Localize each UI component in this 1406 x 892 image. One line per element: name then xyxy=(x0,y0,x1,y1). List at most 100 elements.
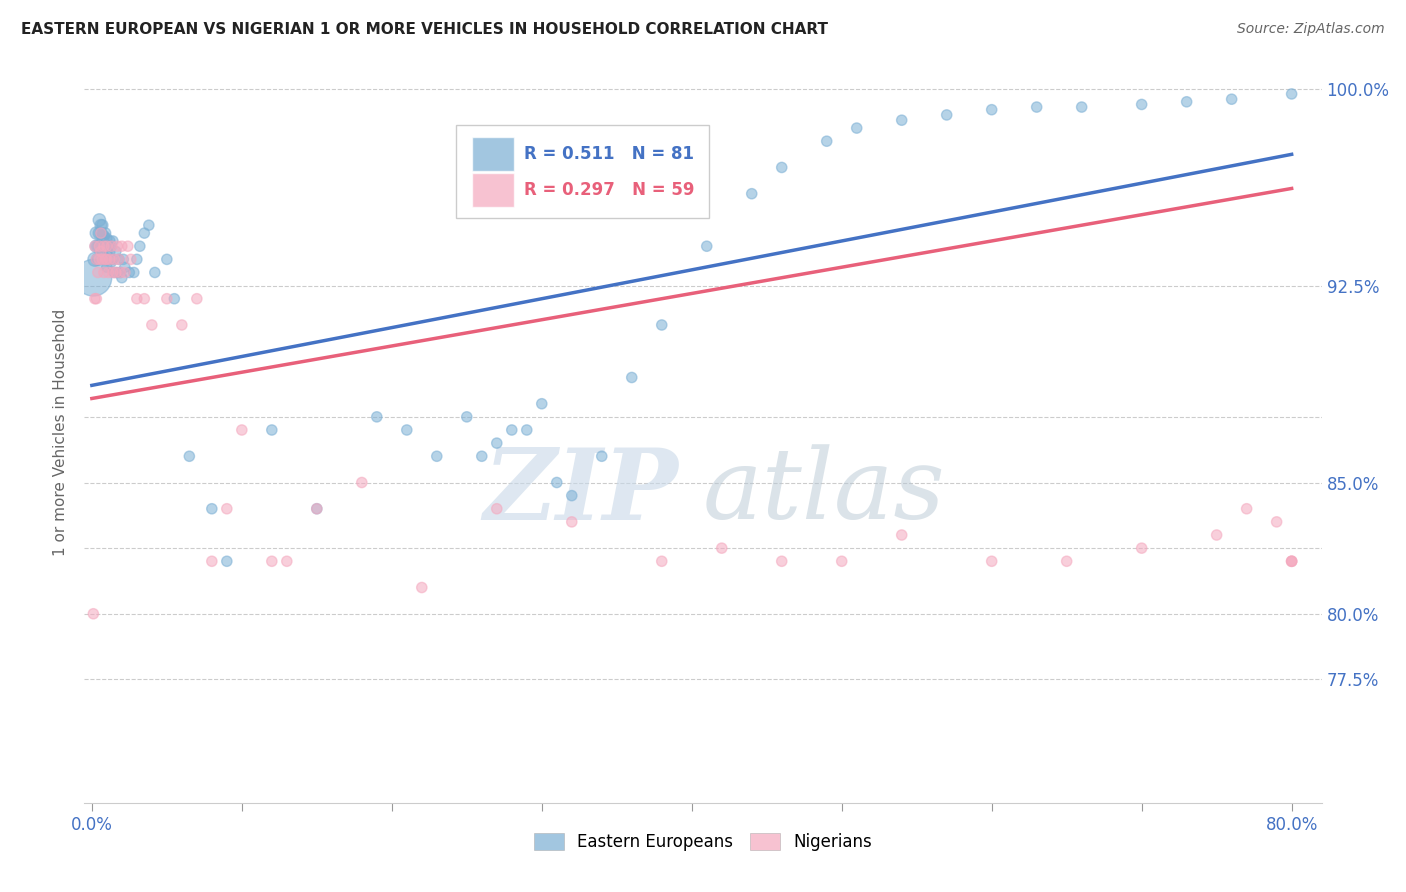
Point xyxy=(411,581,433,595)
Point xyxy=(86,292,108,306)
Point xyxy=(96,231,118,245)
Point xyxy=(94,252,117,267)
Point xyxy=(890,113,912,128)
Point xyxy=(97,239,120,253)
Point xyxy=(770,554,793,568)
Text: ZIP: ZIP xyxy=(484,443,678,540)
Point xyxy=(101,265,124,279)
Point xyxy=(104,265,127,279)
Point xyxy=(366,409,388,424)
Text: EASTERN EUROPEAN VS NIGERIAN 1 OR MORE VEHICLES IN HOUSEHOLD CORRELATION CHART: EASTERN EUROPEAN VS NIGERIAN 1 OR MORE V… xyxy=(21,22,828,37)
Text: Source: ZipAtlas.com: Source: ZipAtlas.com xyxy=(1237,22,1385,37)
Point xyxy=(93,239,115,253)
Point xyxy=(134,226,156,240)
Point xyxy=(104,244,127,259)
Point xyxy=(890,528,912,542)
Point xyxy=(501,423,523,437)
Point xyxy=(546,475,568,490)
Point xyxy=(1265,515,1288,529)
Point xyxy=(138,218,160,232)
Point xyxy=(90,218,112,232)
Point xyxy=(82,270,104,285)
Point xyxy=(1205,528,1227,542)
Point xyxy=(516,423,538,437)
Point xyxy=(83,292,105,306)
Point xyxy=(395,423,418,437)
Point xyxy=(87,239,110,253)
Point xyxy=(101,234,124,248)
Point xyxy=(103,265,125,279)
Point xyxy=(1281,554,1303,568)
Point xyxy=(117,239,139,253)
Point xyxy=(111,270,134,285)
Point xyxy=(114,260,136,275)
Point xyxy=(128,239,150,253)
Point xyxy=(100,255,122,269)
Point xyxy=(86,252,108,267)
Y-axis label: 1 or more Vehicles in Household: 1 or more Vehicles in Household xyxy=(53,309,69,557)
Point xyxy=(101,252,124,267)
Point xyxy=(186,292,208,306)
Point xyxy=(93,239,115,253)
Point xyxy=(530,397,553,411)
Point xyxy=(86,239,108,253)
Point xyxy=(89,226,111,240)
Point xyxy=(94,226,117,240)
Point xyxy=(620,370,643,384)
Text: R = 0.297   N = 59: R = 0.297 N = 59 xyxy=(523,181,695,199)
Point xyxy=(1130,97,1153,112)
Point xyxy=(82,607,104,621)
Point xyxy=(215,554,238,568)
Point xyxy=(350,475,373,490)
Point xyxy=(89,239,111,253)
Point xyxy=(118,265,141,279)
FancyBboxPatch shape xyxy=(456,126,709,218)
Point xyxy=(100,239,122,253)
Point xyxy=(426,449,449,463)
Point xyxy=(591,449,613,463)
Point xyxy=(83,252,105,267)
Point xyxy=(97,252,120,267)
Point xyxy=(231,423,253,437)
Point xyxy=(87,265,110,279)
Point xyxy=(1025,100,1047,114)
Point xyxy=(96,252,118,267)
Point xyxy=(98,252,121,267)
Point xyxy=(561,489,583,503)
Point xyxy=(651,318,673,332)
Point xyxy=(179,449,201,463)
Point xyxy=(91,218,114,232)
Point xyxy=(1281,87,1303,101)
Point xyxy=(1070,100,1092,114)
Point xyxy=(831,554,853,568)
Legend: Eastern Europeans, Nigerians: Eastern Europeans, Nigerians xyxy=(527,826,879,857)
Point xyxy=(1220,92,1243,106)
Point xyxy=(94,239,117,253)
Point xyxy=(96,244,118,259)
Point xyxy=(305,501,328,516)
Point xyxy=(86,226,108,240)
Point xyxy=(170,318,193,332)
Text: atlas: atlas xyxy=(703,444,946,540)
Point xyxy=(97,265,120,279)
FancyBboxPatch shape xyxy=(471,173,513,207)
Point xyxy=(90,226,112,240)
Point xyxy=(1130,541,1153,556)
Point xyxy=(96,260,118,275)
Point xyxy=(110,265,132,279)
Point xyxy=(1236,501,1258,516)
Point xyxy=(103,252,125,267)
Point xyxy=(485,436,508,450)
Point xyxy=(471,449,494,463)
Point xyxy=(96,239,118,253)
Point xyxy=(90,226,112,240)
Point xyxy=(125,252,148,267)
Point xyxy=(105,265,128,279)
Point xyxy=(710,541,733,556)
Point xyxy=(108,252,131,267)
Point xyxy=(87,252,110,267)
Point xyxy=(91,239,114,253)
Point xyxy=(105,239,128,253)
Point xyxy=(815,134,838,148)
Point xyxy=(980,103,1002,117)
